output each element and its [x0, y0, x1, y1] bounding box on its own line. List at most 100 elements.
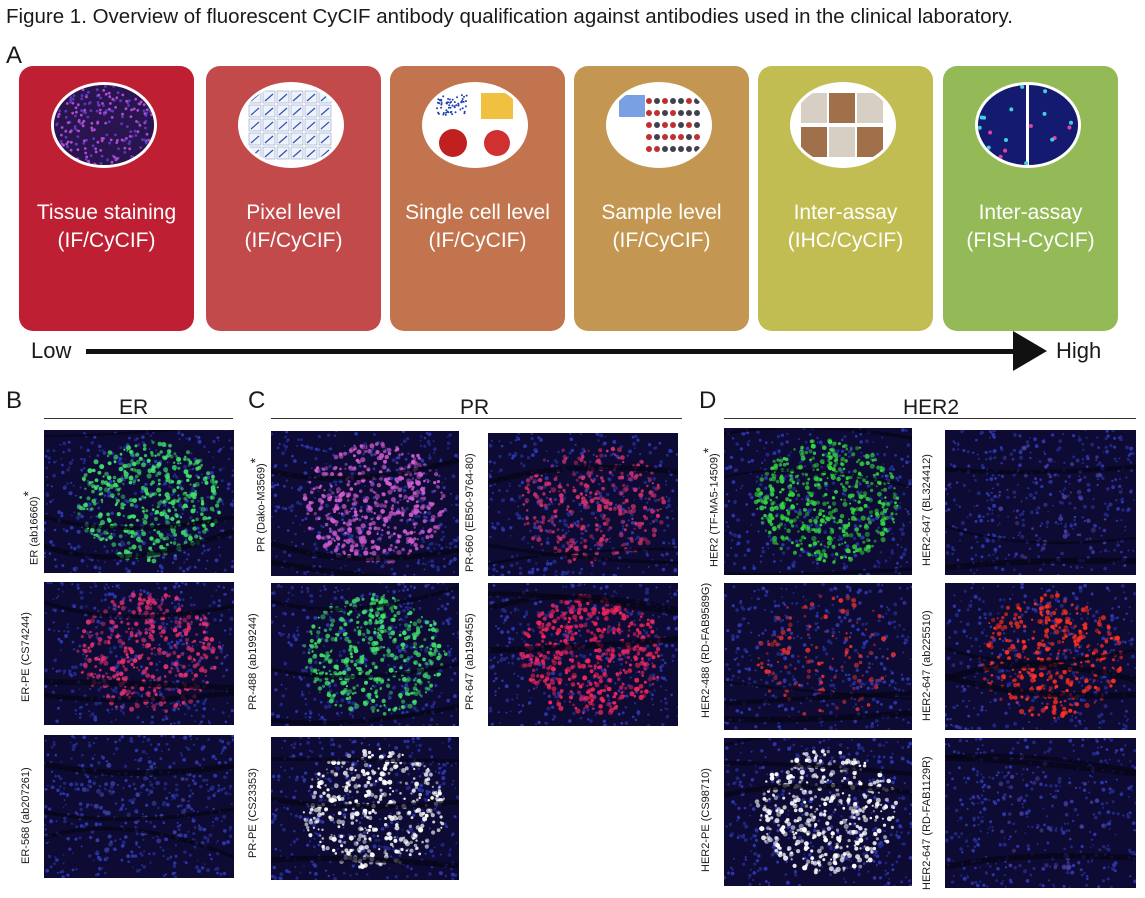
- nucleus-dot: [70, 674, 73, 678]
- stained-cell-dot: [118, 534, 123, 539]
- nucleus-dot: [94, 584, 98, 588]
- nucleus-dot: [404, 614, 409, 619]
- nucleus-dot: [70, 689, 75, 694]
- nucleus-dot: [323, 645, 326, 647]
- stained-cell-dot: [572, 486, 575, 489]
- nucleus-dot: [197, 558, 201, 562]
- stained-cell-dot: [215, 503, 220, 508]
- stained-cell-dot: [638, 492, 644, 498]
- nucleus-dot: [90, 441, 94, 445]
- stained-cell-dot: [433, 648, 438, 653]
- stained-cell-dot: [376, 709, 380, 712]
- nucleus-dot: [275, 555, 278, 558]
- stained-cell-dot: [336, 487, 341, 493]
- nucleus-dot: [419, 439, 422, 442]
- nucleus-dot: [407, 452, 410, 455]
- thumb-cell: [120, 138, 124, 142]
- stained-cell-dot: [198, 764, 202, 767]
- nucleus-dot: [563, 496, 567, 500]
- thumb-cell: [91, 144, 95, 148]
- stained-cell-dot: [431, 642, 437, 648]
- nucleus-dot: [287, 591, 290, 594]
- nucleus-dot: [52, 598, 55, 601]
- nucleus-dot: [75, 742, 79, 745]
- stained-cell-dot: [153, 708, 156, 712]
- stained-cell-dot: [198, 535, 201, 538]
- nucleus-dot: [630, 531, 634, 535]
- nucleus-dot: [515, 562, 519, 565]
- stained-cell-dot: [345, 664, 349, 668]
- nucleus-dot: [44, 555, 46, 558]
- nucleus-dot: [660, 553, 663, 556]
- nucleus-dot: [180, 433, 185, 437]
- thumb-cell: [120, 122, 123, 126]
- nucleus-dot: [633, 499, 635, 501]
- nucleus-dot: [166, 536, 169, 538]
- stained-cell-dot: [139, 548, 143, 552]
- nucleus-dot: [509, 482, 511, 485]
- nucleus-dot: [440, 538, 443, 541]
- nucleus-dot: [106, 655, 109, 659]
- thumb-cell: [90, 129, 94, 132]
- nucleus-dot: [304, 697, 307, 701]
- thumb-cell: [76, 157, 79, 161]
- stained-cell-dot: [656, 508, 660, 512]
- nucleus-dot: [281, 506, 285, 510]
- nucleus-dot: [451, 659, 455, 662]
- nucleus-dot: [148, 448, 151, 451]
- nucleus-dot: [437, 695, 441, 699]
- stained-cell-dot: [383, 477, 389, 483]
- stained-cell-dot: [308, 480, 312, 484]
- stained-cell-dot: [411, 494, 415, 499]
- stained-cell-dot: [80, 635, 84, 639]
- stained-cell-dot: [138, 456, 143, 461]
- nucleus-dot: [212, 600, 216, 605]
- stained-cell-dot: [140, 598, 144, 602]
- thumb-cell: [96, 101, 100, 104]
- thumb-cell: [121, 112, 124, 116]
- stained-cell-dot: [126, 812, 131, 817]
- stained-cell-dot: [83, 648, 88, 654]
- nucleus-dot: [406, 676, 410, 680]
- nucleus-dot: [57, 637, 61, 641]
- nucleus-dot: [46, 784, 49, 787]
- stained-cell-dot: [531, 536, 536, 541]
- nucleus-dot: [134, 748, 139, 753]
- stained-cell-dot: [398, 618, 401, 621]
- nucleus-dot: [71, 868, 75, 872]
- stained-cell-dot: [422, 519, 427, 524]
- nucleus-dot: [75, 868, 78, 871]
- stained-cell-dot: [555, 475, 558, 479]
- stained-cell-dot: [143, 850, 146, 853]
- nucleus-dot: [157, 743, 161, 746]
- nucleus-dot: [427, 583, 430, 586]
- nucleus-dot: [145, 803, 149, 807]
- stained-cell-dot: [412, 460, 418, 466]
- thumb-matrix-trend: [278, 135, 288, 144]
- nucleus-dot: [666, 523, 670, 528]
- nucleus-dot: [297, 438, 301, 442]
- stained-cell-dot: [135, 452, 140, 457]
- stained-cell-dot: [396, 550, 402, 555]
- nucleus-dot: [370, 703, 372, 705]
- stained-cell-dot: [595, 460, 599, 464]
- nucleus-dot: [57, 775, 60, 778]
- stained-cell-dot: [119, 452, 123, 456]
- nucleus-dot: [308, 446, 310, 449]
- nucleus-dot: [542, 573, 546, 576]
- stained-cell-dot: [382, 449, 387, 454]
- nucleus-dot: [83, 459, 86, 463]
- nucleus-dot: [44, 521, 47, 525]
- thumb-matrix-trend: [264, 93, 274, 102]
- nucleus-dot: [148, 463, 151, 466]
- nucleus-dot: [105, 856, 109, 860]
- thumb-cell: [115, 141, 119, 144]
- stained-cell-dot: [113, 482, 118, 488]
- nucleus-dot: [498, 440, 501, 442]
- stained-cell-dot: [351, 502, 356, 506]
- stained-cell-dot: [343, 622, 348, 627]
- nucleus-dot: [89, 688, 92, 690]
- thumb-cell: [79, 113, 83, 117]
- nucleus-dot: [429, 717, 434, 722]
- stained-cell-dot: [427, 506, 431, 510]
